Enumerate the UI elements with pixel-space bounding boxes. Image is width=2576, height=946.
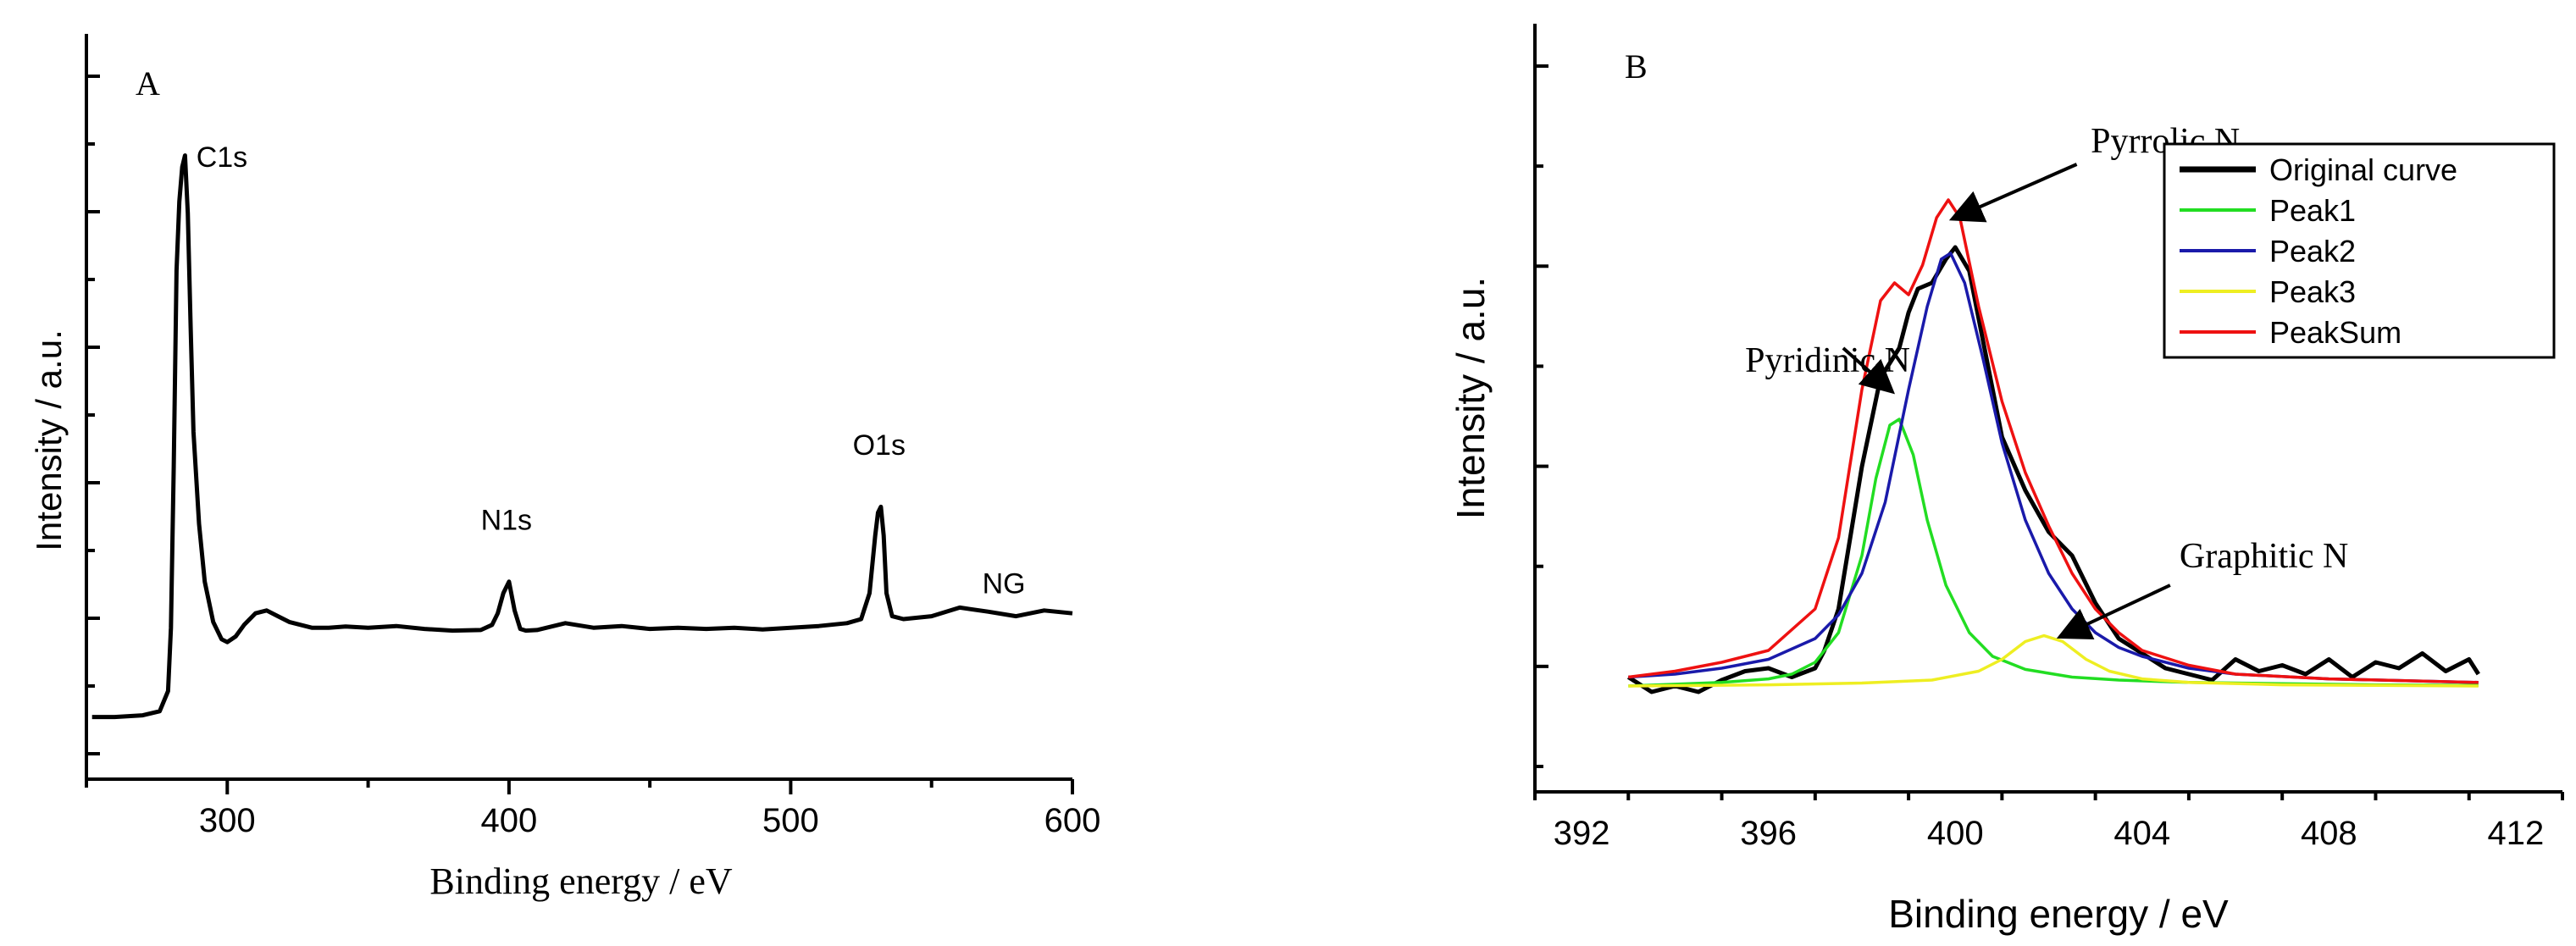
annotation-graphitic-n: Graphitic N — [2180, 537, 2348, 576]
panel-a-annotations: C1s N1s O1s NG — [197, 141, 1026, 600]
legend-label: Peak1 — [2269, 193, 2356, 228]
panel-b-y-axis-label: Intensity / a.u. — [1449, 277, 1493, 519]
legend-label: Original curve — [2269, 152, 2457, 187]
legend-label: PeakSum — [2269, 315, 2401, 350]
x-tick-label: 396 — [1740, 815, 1797, 852]
series-ng-survey-spectrum — [91, 153, 1073, 720]
panel-b-x-axis-label: Binding energy / eV — [1888, 892, 2229, 936]
panel-b-axes — [1533, 24, 2562, 794]
x-tick-label: 404 — [2113, 815, 2170, 852]
x-tick-label: 600 — [1044, 802, 1101, 839]
annotation-arrow — [1948, 163, 2078, 223]
x-tick-label: 400 — [480, 802, 537, 839]
x-tick-label: 300 — [199, 802, 256, 839]
panel-a-survey-spectrum: 300 400 500 600 C1s N1s O1s NG A Binding energ… — [29, 34, 1100, 902]
panel-a-label: A — [136, 64, 160, 102]
panel-a-ticks: 300 400 500 600 — [85, 75, 1101, 839]
x-tick-label: 400 — [1927, 815, 1984, 852]
annotation-o1s: O1s — [853, 429, 906, 462]
annotation-pyridinic-n: Pyridinic N — [1745, 341, 1910, 380]
x-tick-label: 408 — [2301, 815, 2357, 852]
annotation-n1s: N1s — [481, 505, 532, 537]
x-tick-label: 500 — [762, 802, 819, 839]
series-peak1 — [1628, 418, 2479, 688]
annotation-ng: NG — [983, 567, 1026, 600]
legend-label: Peak3 — [2269, 274, 2356, 309]
x-tick-label: 392 — [1554, 815, 1610, 852]
panel-b-ticks: 392 396 400 404 408 412 — [1533, 64, 2564, 852]
panel-a-y-axis-label: Intensity / a.u. — [29, 329, 69, 550]
x-tick-label: 412 — [2487, 815, 2544, 852]
legend-label: Peak2 — [2269, 234, 2356, 268]
panel-a-series — [91, 153, 1073, 720]
panel-a-x-axis-label: Binding energy / eV — [429, 860, 732, 902]
panel-b-legend: Original curve Peak1 Peak2 Peak3 PeakSum — [2163, 142, 2556, 359]
annotation-arrow — [1842, 346, 1896, 395]
annotation-arrow — [2056, 584, 2171, 640]
panel-a-axes — [85, 34, 1072, 781]
panel-b-label: B — [1625, 47, 1648, 86]
series-peak2 — [1628, 252, 2479, 684]
series-peak3 — [1628, 633, 2479, 688]
annotation-c1s: C1s — [197, 141, 247, 174]
